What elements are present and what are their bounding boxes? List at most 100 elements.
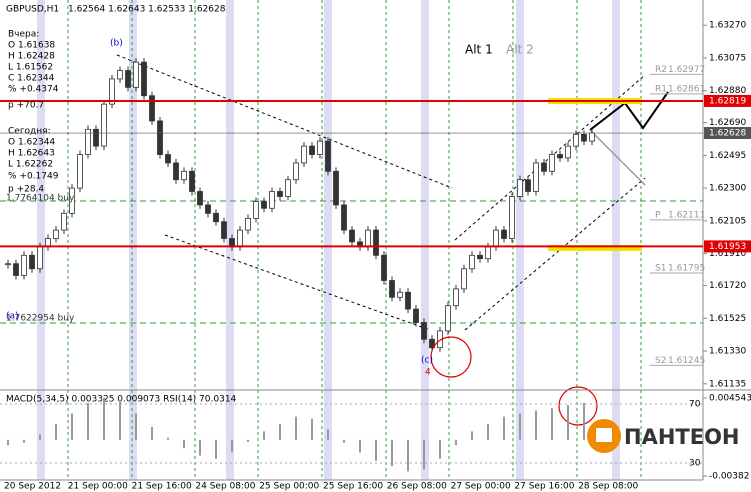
pivot-name: R2 — [655, 65, 667, 75]
info-line: H 1.62643 — [8, 149, 55, 159]
annotation: 1.7764104 buy — [6, 194, 75, 204]
candle — [21, 251, 27, 280]
macd-bar — [39, 434, 41, 440]
candle — [445, 301, 451, 335]
candle-body — [421, 322, 427, 340]
candle-body — [469, 254, 475, 270]
candle-body — [85, 128, 91, 155]
y-tick-label: 1.61330 — [709, 347, 746, 357]
candle — [85, 125, 91, 159]
candle — [101, 100, 107, 151]
macd-bar — [487, 424, 489, 440]
info-line: L 1.62262 — [8, 160, 53, 170]
rsi-tick-label: 30 — [689, 459, 701, 469]
macd-bar — [327, 429, 329, 440]
candle — [517, 175, 523, 201]
candle-body — [133, 61, 139, 88]
macd-bar — [423, 439, 425, 470]
candle-body — [77, 154, 83, 189]
candle — [373, 226, 379, 260]
candle-body — [213, 212, 219, 223]
trade-levels — [0, 200, 703, 324]
pivot-name: S2 — [655, 356, 666, 366]
annotation: Alt 1 — [465, 43, 493, 57]
info-line: % +0.4374 — [8, 85, 59, 95]
candle-body — [405, 291, 411, 310]
candle — [341, 200, 347, 235]
macd-bar — [343, 439, 345, 443]
y-tick-label: 1.63270 — [709, 21, 746, 31]
pivot-name: R1 — [655, 84, 667, 94]
info-line: % +0.1749 — [8, 172, 59, 182]
macd-bar — [471, 431, 473, 440]
candle — [181, 167, 187, 184]
candle-body — [461, 268, 467, 290]
macd-bar — [71, 413, 73, 440]
macd-bar — [55, 424, 57, 440]
pivot-label: 1.61795 — [668, 263, 705, 273]
candle — [533, 158, 539, 196]
candle-body — [181, 170, 187, 181]
candle-body — [101, 103, 107, 147]
candle — [301, 142, 307, 167]
macd-bar — [103, 397, 105, 440]
candle-body — [261, 201, 267, 209]
macd-bar — [311, 418, 313, 440]
pivot-label: 1.62861 — [668, 84, 705, 94]
candle-body — [29, 254, 35, 270]
x-tick-label: 21 Sep 16:00 — [132, 482, 192, 492]
candle — [389, 276, 395, 302]
candle-body — [117, 70, 123, 80]
channel-line — [164, 234, 431, 331]
candle-body — [397, 291, 403, 298]
y-tick-label: 1.63075 — [709, 53, 746, 63]
candle-body — [237, 229, 243, 248]
candle — [141, 58, 147, 100]
candle — [61, 209, 67, 235]
candle-body — [293, 162, 299, 181]
candle-body — [501, 229, 507, 239]
x-tick-label: 27 Sep 00:00 — [451, 482, 511, 492]
macd-bar — [535, 410, 537, 440]
level-box — [704, 127, 751, 140]
candle — [413, 305, 419, 327]
candle — [261, 197, 267, 213]
macd-bar — [231, 439, 233, 453]
candle-body — [149, 95, 155, 122]
candle-body — [301, 145, 307, 164]
candle-body — [325, 140, 331, 172]
macd-bar — [519, 413, 521, 440]
candle-body — [93, 128, 99, 147]
candle — [133, 58, 139, 92]
candle-body — [381, 254, 387, 281]
candle — [5, 259, 11, 269]
annotation: 4 — [425, 368, 431, 378]
candle-body — [517, 179, 523, 197]
x-tick-label: 26 Sep 08:00 — [387, 482, 447, 492]
macd-bar — [503, 416, 505, 440]
y-tick-label: 1.61525 — [709, 314, 746, 324]
candle-body — [109, 78, 115, 105]
candle-body — [197, 191, 203, 206]
candle — [197, 187, 203, 209]
candle — [469, 251, 475, 273]
candle-body — [61, 212, 67, 231]
candle-body — [13, 263, 19, 276]
candle — [477, 251, 483, 263]
level-box — [704, 240, 751, 253]
y-tick-label: 1.62880 — [709, 86, 746, 96]
x-tick-label: 25 Sep 00:00 — [259, 482, 319, 492]
candle-body — [341, 204, 347, 231]
candle-body — [309, 145, 315, 155]
candle-body — [581, 133, 587, 142]
x-tick-label: 20 Sep 2012 — [4, 482, 61, 492]
y-tick-label: 1.62495 — [709, 151, 746, 161]
candle-body — [5, 263, 11, 266]
info-line: L 1.61562 — [8, 63, 53, 73]
candle-body — [589, 132, 595, 142]
macd-bar — [375, 439, 377, 461]
y-tick-label: 0.004543 — [709, 394, 751, 404]
macd-bar — [551, 408, 553, 440]
y-tick-label: 1.62105 — [709, 216, 746, 226]
